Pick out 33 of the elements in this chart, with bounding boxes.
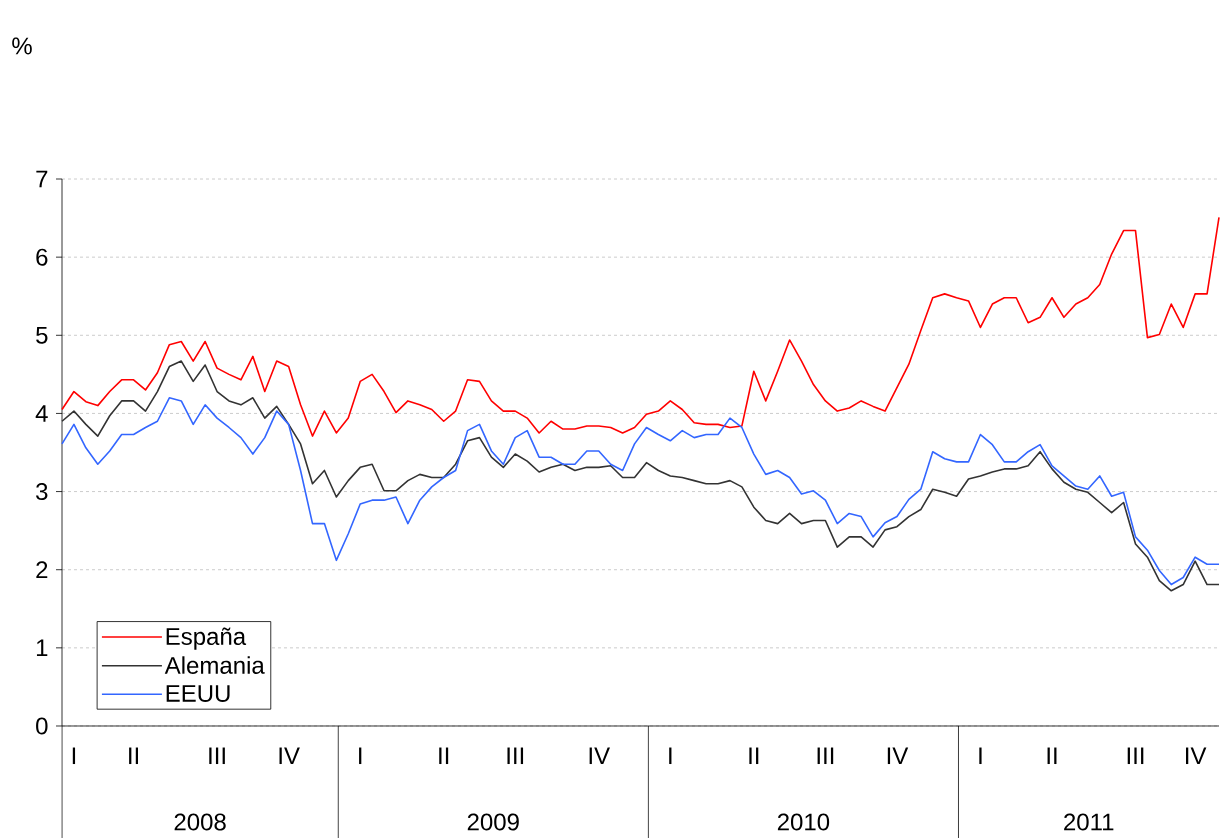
y-tick-label: 6 [36,248,48,266]
x-tick-label: III [817,747,834,764]
x-tick-label: IV [1186,747,1207,764]
x-tick-label: II [129,747,139,764]
x-tick-label: II [439,747,449,764]
x-tick-label: III [209,747,225,764]
text: 2010 [777,813,830,831]
text: 2011 [1064,813,1114,831]
text: 2009 [467,813,519,831]
legend-label: Alemania [164,656,265,674]
x-tick-label: I [72,747,76,764]
x-tick-label: III [1127,747,1144,764]
x-tick-label: II [749,747,759,764]
x-tick-label: II [1047,747,1057,764]
x-tick-label: IV [887,747,909,764]
x-tick-label: IV [279,747,300,764]
y-tick-label: 2 [36,561,48,578]
text: 2008 [174,813,226,831]
x-tick-label: I [979,747,982,764]
x-tick-label: I [359,747,362,764]
legend-label: España [166,627,247,650]
y-tick-label: 3 [36,482,48,500]
x-tick-label: IV [589,747,610,764]
x-tick-label: III [507,747,524,764]
text: % [12,37,32,55]
y-tick-label: 0 [36,717,48,735]
y-tick-label: 1 [36,639,48,656]
x-tick-label: I [669,747,672,764]
legend-label: EEUU [166,684,230,702]
line-series [61,360,1220,592]
y-tick-label: 4 [35,404,48,422]
y-tick-label: 7 [36,170,48,188]
y-tick-label: 5 [36,326,48,344]
